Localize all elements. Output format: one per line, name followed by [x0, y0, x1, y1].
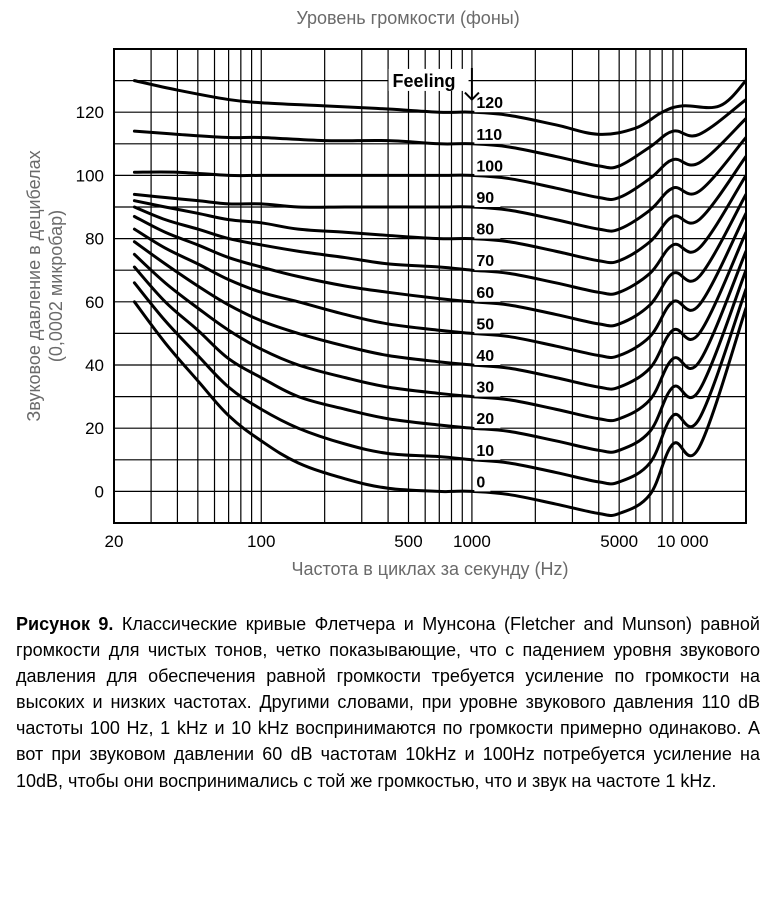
svg-text:120: 120 [476, 95, 503, 112]
svg-text:40: 40 [85, 356, 104, 375]
svg-text:50: 50 [476, 316, 494, 333]
svg-text:100: 100 [247, 532, 275, 551]
svg-text:Частота в циклах за секунду (H: Частота в циклах за секунду (Hz) [291, 559, 568, 579]
svg-text:0: 0 [476, 474, 485, 491]
svg-text:100: 100 [76, 166, 104, 185]
svg-text:20: 20 [476, 411, 494, 428]
svg-text:5000: 5000 [600, 532, 638, 551]
chart-top-title: Уровень громкости (фоны) [56, 8, 760, 29]
svg-text:10 000: 10 000 [657, 532, 709, 551]
svg-text:70: 70 [476, 253, 494, 270]
caption-lead: Рисунок 9. [16, 614, 113, 634]
caption-body: Классические кривые Флетчера и Мунсона (… [16, 614, 760, 791]
svg-text:20: 20 [85, 419, 104, 438]
svg-text:60: 60 [476, 285, 494, 302]
page-root: Уровень громкости (фоны) 020406080100120… [0, 0, 776, 900]
equal-loudness-chart: 020406080100120201005001000500010 000Час… [16, 33, 760, 593]
svg-text:40: 40 [476, 348, 494, 365]
svg-text:90: 90 [476, 190, 494, 207]
svg-text:120: 120 [76, 103, 104, 122]
svg-text:500: 500 [394, 532, 422, 551]
svg-text:60: 60 [85, 293, 104, 312]
svg-text:20: 20 [105, 532, 124, 551]
svg-text:80: 80 [476, 222, 494, 239]
svg-text:Feeling: Feeling [393, 71, 456, 91]
svg-text:30: 30 [476, 380, 494, 397]
svg-text:100: 100 [476, 158, 503, 175]
svg-text:1000: 1000 [453, 532, 491, 551]
svg-text:Звуковое давление в децибелах: Звуковое давление в децибелах [24, 150, 44, 421]
svg-text:110: 110 [476, 127, 502, 144]
chart-container: 020406080100120201005001000500010 000Час… [16, 33, 760, 593]
svg-text:10: 10 [476, 443, 494, 460]
figure-caption: Рисунок 9. Классические кривые Флетчера … [16, 611, 760, 794]
svg-text:0: 0 [95, 482, 104, 501]
svg-text:(0,0002 микробар): (0,0002 микробар) [46, 210, 66, 362]
svg-text:80: 80 [85, 230, 104, 249]
